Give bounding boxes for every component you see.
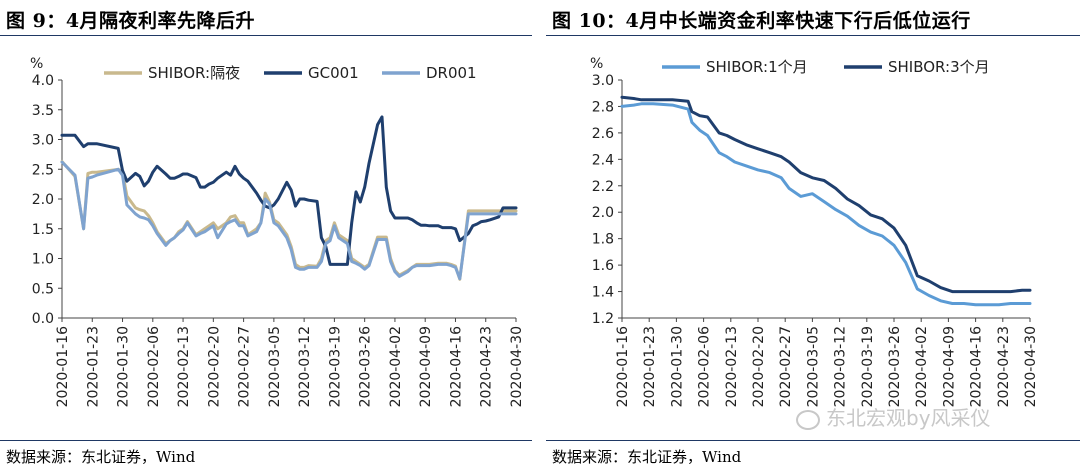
legend-label-1: SHIBOR:隔夜 bbox=[148, 64, 240, 82]
x-tick-label: 2020-03-26 bbox=[887, 326, 903, 407]
x-tick-label: 2020-01-16 bbox=[55, 326, 71, 407]
figure-10-panel: 图 10：4月中长端资金利率快速下行后低位运行 % 1.2 1.4 1.6 1.8 2.0… bbox=[546, 0, 1080, 468]
x-tick-label: 2020-02-20 bbox=[751, 326, 767, 407]
y-axis-unit-label: % bbox=[590, 56, 603, 72]
series-line-1 bbox=[620, 102, 1032, 307]
x-tick-label: 2020-02-20 bbox=[206, 326, 222, 407]
x-tick-label: 2020-04-30 bbox=[509, 326, 525, 407]
x-tick-label: 2020-01-23 bbox=[85, 326, 101, 407]
x-tick-label: 2020-03-12 bbox=[833, 326, 849, 407]
y-tick-label: 1.6 bbox=[592, 258, 614, 274]
y-tick-label: 3.0 bbox=[32, 133, 54, 149]
x-tick-label: 2020-03-05 bbox=[267, 326, 283, 407]
wechat-icon bbox=[796, 409, 820, 430]
figure-10-bottom-rule bbox=[546, 440, 1080, 441]
y-tick-label: 2.0 bbox=[592, 205, 614, 221]
x-tick-label: 2020-03-26 bbox=[358, 326, 374, 407]
legend-label-1: SHIBOR:1个月 bbox=[706, 58, 808, 76]
watermark: 东北宏观by风采仪 bbox=[796, 402, 991, 431]
x-tick-label: 2020-04-16 bbox=[969, 326, 985, 407]
x-tick-label: 2020-04-02 bbox=[388, 326, 404, 407]
x-tick-label: 2020-02-27 bbox=[237, 326, 253, 407]
x-tick-label: 2020-04-16 bbox=[448, 326, 464, 407]
x-tick-label: 2020-04-09 bbox=[418, 326, 434, 407]
x-tick-label: 2020-02-13 bbox=[176, 326, 192, 407]
legend-label-3: DR001 bbox=[426, 64, 477, 82]
x-tick-label: 2020-02-27 bbox=[778, 326, 794, 407]
x-tick-label: 2020-01-16 bbox=[615, 326, 631, 407]
figure-9-bottom-rule bbox=[0, 440, 532, 441]
series-line-2 bbox=[620, 95, 1032, 294]
x-tick-label: 2020-04-23 bbox=[479, 326, 495, 407]
x-tick-label: 2020-03-12 bbox=[297, 326, 313, 407]
x-tick-label: 2020-03-19 bbox=[327, 326, 343, 407]
x-tick-label: 2020-02-06 bbox=[146, 326, 162, 407]
y-tick-label: 2.5 bbox=[32, 162, 54, 178]
y-axis-unit-label: % bbox=[30, 56, 43, 72]
figure-10-source: 数据来源：东北证券，Wind bbox=[552, 448, 742, 466]
y-tick-label: 0.0 bbox=[32, 311, 54, 327]
legend-label-2: SHIBOR:3个月 bbox=[888, 58, 990, 76]
y-tick-label: 3.0 bbox=[592, 73, 614, 89]
x-tick-label: 2020-03-05 bbox=[805, 326, 821, 407]
x-tick-label: 2020-04-02 bbox=[914, 326, 930, 407]
watermark-text: 东北宏观by风采仪 bbox=[826, 406, 991, 430]
y-tick-label: 1.0 bbox=[32, 252, 54, 268]
x-tick-label: 2020-03-19 bbox=[860, 326, 876, 407]
y-tick-label: 1.8 bbox=[592, 232, 614, 248]
series-line-2 bbox=[60, 115, 518, 266]
figure-9-chart: % 0.0 0.5 1.0 1.5 2.0 2.5 3.0 3.5 4.0 2020-01-16 20… bbox=[30, 56, 525, 407]
legend-label-2: GC001 bbox=[308, 64, 359, 82]
x-tick-label: 2020-01-30 bbox=[669, 326, 685, 407]
figure-9-title: 图 9：4月隔夜利率先降后升 bbox=[6, 10, 256, 32]
figure-9-top-rule bbox=[0, 35, 532, 36]
y-tick-label: 2.0 bbox=[32, 192, 54, 208]
figure-10-title: 图 10：4月中长端资金利率快速下行后低位运行 bbox=[552, 10, 971, 32]
y-tick-label: 1.4 bbox=[592, 285, 614, 301]
figure-9-panel: 图 9：4月隔夜利率先降后升 % 0.0 0.5 1.0 1.5 2.0 2.5 3.0 3.5… bbox=[0, 0, 532, 468]
y-tick-label: 0.5 bbox=[32, 281, 54, 297]
y-tick-label: 2.2 bbox=[592, 179, 614, 195]
series-line-3 bbox=[60, 160, 518, 281]
y-tick-label: 2.4 bbox=[592, 152, 614, 168]
x-tick-label: 2020-01-23 bbox=[642, 326, 658, 407]
x-tick-label: 2020-04-23 bbox=[996, 326, 1012, 407]
figure-9-source: 数据来源：东北证券，Wind bbox=[6, 448, 196, 466]
y-tick-label: 4.0 bbox=[32, 73, 54, 89]
x-tick-label: 2020-02-06 bbox=[697, 326, 713, 407]
x-tick-label: 2020-04-30 bbox=[1023, 326, 1039, 407]
y-tick-label: 2.6 bbox=[592, 126, 614, 142]
figure-10-top-rule bbox=[546, 35, 1080, 36]
x-tick-label: 2020-04-09 bbox=[941, 326, 957, 407]
x-tick-label: 2020-02-13 bbox=[724, 326, 740, 407]
y-tick-label: 2.8 bbox=[592, 99, 614, 115]
figure-10-chart: % 1.2 1.4 1.6 1.8 2.0 2.2 2.4 2.6 2.8 3.0 2020-01-1… bbox=[590, 56, 1039, 407]
y-tick-label: 1.5 bbox=[32, 222, 54, 238]
y-tick-label: 1.2 bbox=[592, 311, 614, 327]
x-tick-label: 2020-01-30 bbox=[116, 326, 132, 407]
y-tick-label: 3.5 bbox=[32, 103, 54, 119]
